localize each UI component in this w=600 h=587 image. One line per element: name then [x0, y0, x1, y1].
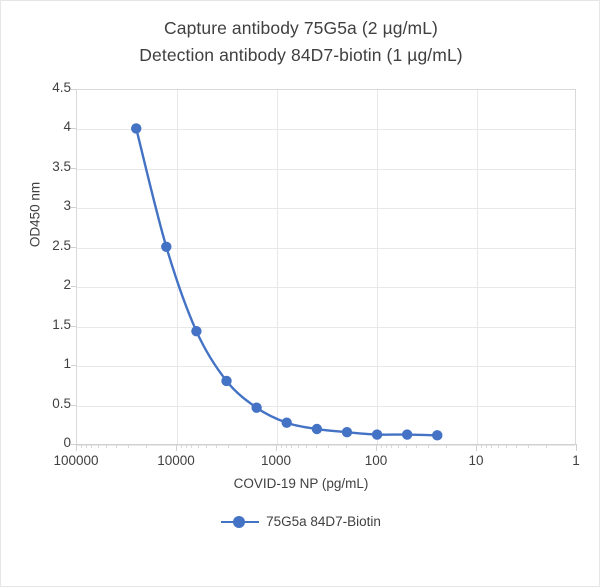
x-minor-tick-mark [91, 445, 93, 448]
x-minor-tick-mark [285, 445, 287, 448]
x-tick-label: 10 [468, 453, 484, 468]
x-minor-tick-mark [480, 445, 482, 448]
y-tick-label: 1.5 [52, 316, 71, 332]
x-minor-tick-mark [406, 445, 408, 448]
y-tick-mark [71, 167, 76, 169]
x-minor-tick-mark [106, 445, 108, 448]
x-minor-tick-mark [80, 445, 82, 448]
y-gridline [77, 326, 575, 328]
y-tick-mark [71, 325, 76, 327]
legend-item-label: 75G5a 84D7-Biotin [266, 514, 381, 529]
y-tick-label: 0.5 [52, 395, 71, 411]
x-minor-tick-mark [491, 445, 493, 448]
x-minor-tick-mark [385, 445, 387, 448]
x-minor-tick-mark [180, 445, 182, 448]
x-minor-tick-mark [206, 445, 208, 448]
legend: 75G5a 84D7-Biotin [1, 514, 599, 529]
x-gridline [477, 90, 478, 444]
x-axis-line [76, 444, 577, 445]
x-minor-tick-mark [445, 445, 447, 448]
y-gridline [77, 168, 575, 170]
y-gridline [77, 445, 575, 446]
y-tick-mark [71, 246, 76, 248]
x-minor-tick-mark [306, 445, 308, 448]
y-tick-mark [71, 128, 76, 130]
x-minor-tick-mark [315, 445, 317, 448]
x-minor-tick-mark [198, 445, 200, 448]
x-minor-tick-mark [280, 445, 282, 448]
x-tick-mark [576, 445, 577, 451]
x-minor-tick-mark [185, 445, 187, 448]
x-minor-tick-mark [345, 445, 347, 448]
x-tick-label: 100 [364, 453, 388, 468]
y-gridline [77, 247, 575, 249]
x-minor-tick-mark [85, 445, 87, 448]
x-minor-tick-mark [228, 445, 230, 448]
y-gridline [77, 287, 575, 289]
y-gridline [77, 405, 575, 407]
x-minor-tick-mark [391, 445, 393, 448]
x-tick-label: 1 [572, 453, 580, 468]
y-tick-label: 1 [63, 356, 71, 372]
y-tick-mark [71, 286, 76, 288]
x-minor-tick-mark [545, 445, 547, 448]
y-tick-label: 4 [63, 119, 71, 135]
x-minor-tick-mark [380, 445, 382, 448]
y-tick-label: 3.5 [52, 158, 71, 174]
x-tick-label: 1000 [260, 453, 292, 468]
x-minor-tick-mark [415, 445, 417, 448]
y-tick-mark [71, 404, 76, 406]
legend-marker-icon [221, 515, 260, 528]
x-tick-label: 100000 [53, 453, 99, 468]
x-minor-tick-mark [398, 445, 400, 448]
y-tick-mark [71, 365, 76, 367]
x-minor-tick-mark [291, 445, 293, 448]
x-minor-tick-mark [191, 445, 193, 448]
x-minor-tick-mark [98, 445, 100, 448]
x-minor-tick-mark [328, 445, 330, 448]
x-minor-tick-mark [506, 445, 508, 448]
chart-title-line-2: Detection antibody 84D7-biotin (1 µg/mL) [139, 45, 463, 65]
x-gridline [277, 90, 278, 444]
y-tick-label: 0 [63, 435, 71, 450]
x-minor-tick-mark [128, 445, 130, 448]
y-gridline [77, 208, 575, 210]
x-minor-tick-mark [515, 445, 517, 448]
x-tick-mark [376, 445, 377, 451]
x-gridline [377, 90, 378, 444]
x-minor-tick-mark [485, 445, 487, 448]
x-minor-tick-mark [115, 445, 117, 448]
x-minor-tick-mark [245, 445, 247, 448]
y-tick-label: 2.5 [52, 237, 71, 253]
y-gridline [77, 366, 575, 368]
x-minor-tick-mark [215, 445, 217, 448]
y-tick-label: 4.5 [52, 80, 71, 95]
y-axis-title: OD450 nm [27, 181, 43, 248]
x-gridline [177, 90, 178, 444]
y-tick-mark [71, 444, 76, 445]
x-tick-mark [476, 445, 477, 451]
y-tick-label: 2 [63, 277, 71, 293]
x-minor-tick-mark [528, 445, 530, 448]
chart-title: Capture antibody 75G5a (2 µg/mL) Detecti… [1, 15, 599, 69]
y-tick-label: 3 [63, 198, 71, 214]
y-tick-mark [71, 207, 76, 209]
x-minor-tick-mark [145, 445, 147, 448]
y-gridline [77, 129, 575, 131]
x-minor-tick-mark [428, 445, 430, 448]
x-minor-tick-mark [298, 445, 300, 448]
y-tick-mark [71, 89, 76, 90]
x-tick-label: 10000 [157, 453, 195, 468]
x-tick-mark [276, 445, 277, 451]
x-tick-mark [176, 445, 177, 451]
x-tick-mark [76, 445, 77, 451]
x-axis-title: COVID-19 NP (pg/mL) [233, 476, 369, 491]
chart-title-line-1: Capture antibody 75G5a (2 µg/mL) [164, 18, 438, 38]
x-minor-tick-mark [498, 445, 500, 448]
plot-area [76, 89, 576, 446]
